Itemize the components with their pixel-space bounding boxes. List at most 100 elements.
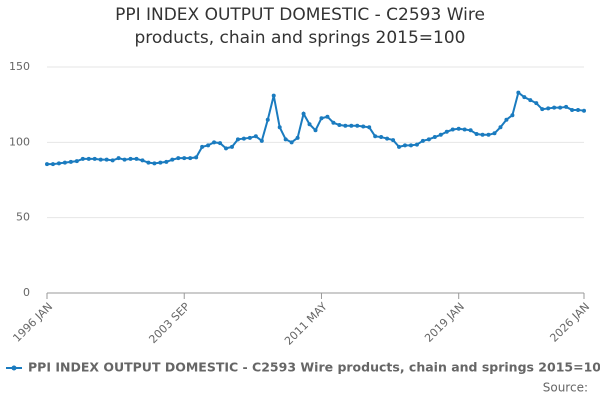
data-point bbox=[301, 111, 306, 116]
data-point bbox=[56, 161, 61, 166]
data-point bbox=[438, 132, 443, 137]
data-point bbox=[408, 143, 413, 148]
data-point bbox=[534, 101, 539, 106]
data-point bbox=[229, 144, 234, 149]
data-point bbox=[122, 157, 127, 162]
data-point bbox=[379, 135, 384, 140]
x-tick-label: 2011 MAY bbox=[282, 300, 330, 348]
data-point bbox=[259, 138, 264, 143]
x-tick-label: 1996 JAN bbox=[10, 300, 55, 345]
data-point bbox=[426, 137, 431, 142]
data-point bbox=[432, 135, 437, 140]
data-point bbox=[319, 116, 324, 121]
data-point bbox=[188, 156, 193, 161]
data-point bbox=[450, 127, 455, 132]
y-tick-label: 0 bbox=[23, 286, 30, 299]
data-point bbox=[486, 132, 491, 137]
data-point bbox=[570, 107, 575, 112]
data-point bbox=[253, 134, 258, 139]
chart-title: PPI INDEX OUTPUT DOMESTIC - C2593 Wire p… bbox=[115, 5, 485, 48]
data-point bbox=[528, 98, 533, 103]
data-point bbox=[271, 93, 276, 98]
data-point bbox=[194, 155, 199, 160]
data-point bbox=[337, 123, 342, 128]
data-point bbox=[558, 105, 563, 110]
data-point bbox=[468, 128, 473, 133]
data-point bbox=[128, 156, 133, 161]
data-point bbox=[170, 157, 175, 162]
data-point bbox=[164, 159, 169, 164]
data-point bbox=[540, 107, 545, 112]
data-point bbox=[325, 114, 330, 119]
x-tick-label: 2003 SEP bbox=[146, 300, 192, 346]
data-point bbox=[277, 125, 282, 130]
y-tick-label: 150 bbox=[9, 60, 30, 73]
data-point bbox=[212, 140, 217, 145]
data-point bbox=[546, 106, 551, 111]
data-point bbox=[564, 104, 569, 109]
data-point bbox=[480, 132, 485, 137]
data-point bbox=[343, 123, 348, 128]
data-point bbox=[92, 156, 97, 161]
data-point bbox=[235, 137, 240, 142]
data-point bbox=[397, 144, 402, 149]
data-point bbox=[504, 117, 509, 122]
data-point bbox=[265, 117, 270, 122]
data-point bbox=[200, 144, 205, 149]
data-point bbox=[182, 156, 187, 161]
data-point bbox=[241, 136, 246, 141]
y-tick-label: 50 bbox=[16, 211, 30, 224]
data-point bbox=[522, 95, 527, 100]
data-point bbox=[349, 123, 354, 128]
data-point bbox=[110, 158, 115, 163]
data-point bbox=[295, 135, 300, 140]
data-point bbox=[510, 113, 515, 118]
legend-label: PPI INDEX OUTPUT DOMESTIC - C2593 Wire p… bbox=[28, 360, 600, 375]
x-tick-label: 2026 JAN bbox=[547, 300, 592, 345]
data-point bbox=[355, 123, 360, 128]
data-point bbox=[146, 160, 151, 165]
data-point bbox=[86, 156, 91, 161]
data-point bbox=[50, 162, 55, 167]
data-point bbox=[403, 143, 407, 148]
data-point bbox=[74, 159, 79, 164]
source: Source: bbox=[543, 381, 588, 395]
data-point bbox=[367, 125, 372, 130]
data-point bbox=[516, 90, 521, 95]
data-point bbox=[498, 125, 503, 130]
data-point bbox=[361, 124, 366, 129]
data-point bbox=[62, 160, 67, 165]
y-tick-label: 100 bbox=[9, 135, 30, 148]
data-point bbox=[307, 122, 312, 127]
data-point bbox=[474, 132, 479, 137]
data-point bbox=[176, 156, 181, 161]
data-point bbox=[218, 141, 223, 146]
data-point bbox=[45, 162, 49, 167]
data-point bbox=[140, 158, 145, 163]
data-point bbox=[444, 129, 449, 134]
data-point bbox=[552, 105, 557, 110]
data-point bbox=[247, 135, 252, 140]
data-point bbox=[414, 142, 419, 147]
data-point bbox=[492, 131, 497, 136]
data-point bbox=[391, 138, 396, 143]
data-point bbox=[462, 127, 467, 132]
data-point bbox=[104, 157, 109, 162]
data-point bbox=[206, 143, 211, 148]
data-point bbox=[289, 140, 294, 145]
data-point bbox=[420, 138, 425, 143]
data-point bbox=[373, 134, 378, 139]
data-point bbox=[582, 108, 586, 113]
x-tick-label: 2019 JAN bbox=[422, 300, 467, 345]
data-point bbox=[98, 157, 103, 162]
data-point bbox=[152, 161, 157, 166]
data-point bbox=[80, 156, 85, 161]
data-point bbox=[283, 137, 288, 142]
data-point bbox=[576, 107, 581, 112]
data-point bbox=[313, 128, 318, 133]
data-point bbox=[224, 146, 228, 151]
data-point bbox=[134, 156, 139, 161]
legend-marker bbox=[11, 365, 17, 371]
